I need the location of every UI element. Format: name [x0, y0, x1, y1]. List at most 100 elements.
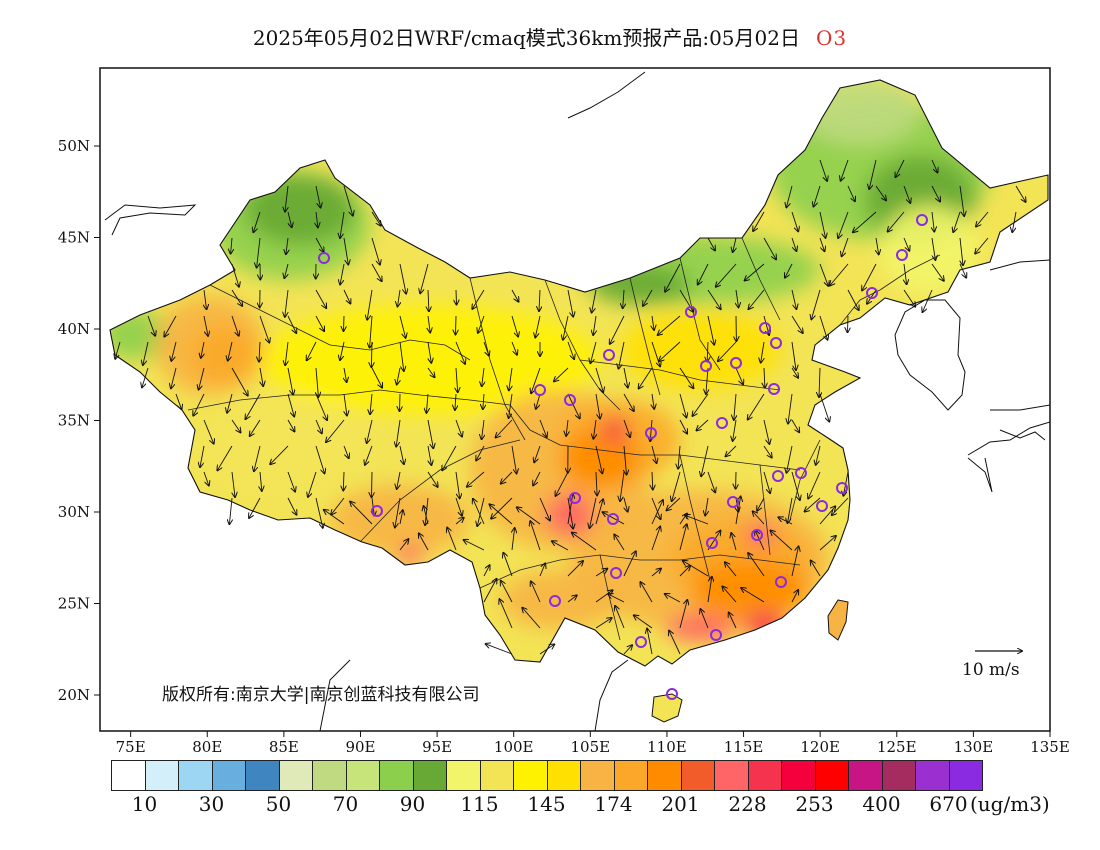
wind-arrow — [254, 445, 261, 471]
station-marker — [768, 383, 780, 395]
wind-arrow — [340, 263, 345, 284]
wind-arrow — [786, 185, 793, 207]
station-marker — [770, 337, 782, 349]
wind-arrow — [707, 341, 708, 361]
wind-arrow — [811, 561, 821, 577]
wind-arrow — [260, 471, 262, 491]
wind-arrow — [669, 631, 681, 655]
wind-arrow — [623, 551, 636, 577]
wind-arrow — [483, 579, 497, 603]
wind-arrow — [749, 289, 765, 309]
concentration-blob — [545, 493, 595, 537]
concentration-blob — [190, 400, 370, 500]
wind-arrow — [535, 315, 541, 337]
wind-vectors — [115, 159, 1025, 655]
wind-arrow — [567, 595, 577, 603]
wind-arrow — [315, 445, 325, 473]
wind-arrow — [503, 553, 513, 577]
wind-arrow — [286, 237, 288, 254]
wind-arrow — [788, 497, 793, 523]
wind-arrow — [707, 289, 721, 309]
wind-arrow — [841, 159, 849, 181]
wind-arrow — [270, 445, 289, 464]
wind-arrow — [171, 367, 177, 388]
colorbar-swatch — [179, 760, 213, 791]
colorbar-swatch — [882, 760, 916, 791]
lon-tick-label: 75E — [116, 738, 146, 756]
wind-arrow — [426, 393, 428, 413]
wind-arrow — [830, 263, 849, 286]
station-marker — [607, 513, 619, 525]
wind-arrow — [652, 315, 654, 330]
station-marker — [635, 636, 647, 648]
wind-arrow — [372, 471, 373, 497]
wind-arrow — [399, 263, 406, 294]
concentration-blob — [560, 430, 640, 490]
wind-arrow — [791, 419, 799, 432]
wind-arrow — [643, 289, 653, 306]
wind-arrow — [371, 211, 381, 226]
wind-arrow — [399, 341, 404, 371]
wind-arrow — [250, 419, 261, 436]
wind-arrow — [203, 471, 209, 486]
colorbar-label: 115 — [460, 792, 499, 816]
wind-arrow — [733, 419, 737, 441]
wind-arrow — [396, 419, 401, 447]
wind-arrow — [735, 497, 741, 525]
station-marker — [318, 252, 330, 264]
colorbar-label: 90 — [399, 792, 426, 816]
wind-arrow — [764, 367, 765, 388]
wind-arrow — [164, 315, 177, 337]
wind-arrow — [791, 547, 799, 577]
wind-arrow — [707, 315, 714, 345]
lon-tick-label: 80E — [192, 738, 222, 756]
wind-arrow — [315, 497, 323, 528]
wind-arrow — [142, 367, 149, 387]
wind-arrow — [231, 367, 248, 396]
wind-arrow — [862, 263, 877, 290]
wind-arrow — [531, 367, 541, 393]
colorbar-label: 201 — [661, 792, 700, 816]
wind-arrow — [231, 237, 232, 254]
colorbar-swatch — [815, 760, 849, 791]
lon-tick-label: 115E — [724, 738, 764, 756]
station-marker — [751, 529, 763, 541]
wind-arrow — [651, 569, 661, 577]
concentration-blob — [601, 418, 629, 442]
wind-arrow — [175, 393, 182, 409]
station-marker — [716, 417, 728, 429]
map-frame — [99, 67, 1051, 732]
wind-arrow — [227, 393, 233, 413]
wind-arrow — [875, 185, 886, 200]
wind-arrow — [477, 497, 485, 526]
wind-arrow — [761, 341, 764, 363]
wind-arrow — [787, 445, 793, 473]
wind-arrow — [486, 644, 513, 655]
wind-arrow — [679, 419, 687, 434]
wind-arrow — [482, 367, 484, 386]
wind-arrow — [838, 211, 849, 238]
wind-arrow — [308, 471, 317, 497]
station-marker — [534, 384, 546, 396]
wind-arrow — [517, 507, 541, 525]
wind-arrow — [931, 237, 935, 260]
wind-arrow — [707, 237, 715, 250]
wind-arrow — [427, 471, 438, 487]
wind-arrow — [199, 367, 205, 390]
station-marker — [772, 470, 784, 482]
wind-arrow — [315, 393, 327, 420]
wind-arrow — [615, 606, 625, 629]
colorbar-label: 174 — [594, 792, 633, 816]
wind-arrow — [658, 315, 681, 335]
wind-arrow — [811, 289, 821, 319]
wind-arrow — [399, 315, 406, 338]
lon-tick-label: 120E — [800, 738, 840, 756]
colorbar-label: 228 — [728, 792, 767, 816]
wind-arrow — [697, 419, 709, 430]
wind-arrow — [808, 471, 821, 499]
wind-arrow — [791, 289, 796, 309]
wind-arrow — [567, 289, 573, 317]
colorbar-swatch — [849, 760, 883, 791]
lon-tick-label: 130E — [954, 738, 994, 756]
wind-arrow — [778, 517, 793, 525]
